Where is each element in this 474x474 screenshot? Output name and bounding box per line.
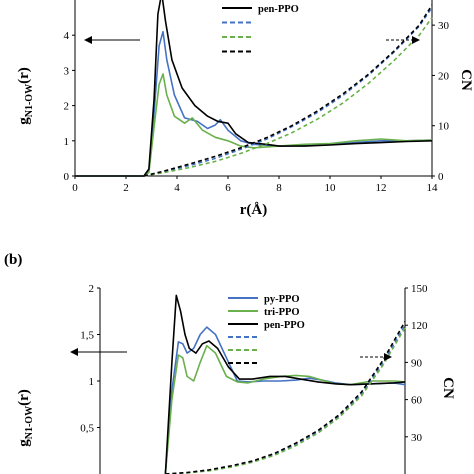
y-tick-label: 3: [64, 65, 70, 77]
series-line-right-4: [143, 17, 433, 177]
series-line-right-3: [165, 324, 406, 474]
y-tick-label: 1: [89, 376, 95, 388]
series-line-pen-ppo: [75, 0, 433, 177]
arrow-right-head: [412, 36, 420, 44]
legend-label: pen-PPO: [258, 4, 299, 15]
legend-label: pen-PPO: [264, 320, 305, 331]
y-tick-label: 0: [64, 171, 70, 183]
y-tick-label: 2: [64, 101, 70, 113]
series-line-pen-ppo: [164, 294, 406, 474]
x-tick-label: 6: [225, 182, 231, 194]
y-tick-label: 1: [64, 136, 70, 148]
y2-tick-label: 20: [438, 70, 450, 82]
y-tick-label: 4: [64, 30, 70, 42]
y-axis-label-main: g: [16, 117, 32, 125]
series-line-right-3: [143, 7, 433, 177]
series-line-left-1: [75, 73, 433, 177]
y2-tick-label: 10: [438, 121, 450, 133]
y2-tick-label: 150: [411, 283, 428, 295]
y2-tick-label: 90: [411, 357, 423, 369]
x-tick-label: 2: [123, 182, 129, 194]
y2-axis-label: CN: [440, 377, 456, 399]
y2-tick-label: 30: [411, 432, 423, 444]
x-tick-label: 0: [72, 182, 78, 194]
y-tick-label: 2: [89, 283, 95, 295]
series-line-right-5: [143, 4, 433, 177]
arrow-right-head: [384, 353, 392, 361]
chart-panel-b: 0,5 1 1,5 2 30 60 90 120 150 py-PPO tri-PPO pen-PPO…: [16, 283, 456, 474]
arrow-left-head: [70, 348, 78, 356]
x-tick-label: 10: [325, 182, 337, 194]
y-tick-label: 0,5: [80, 423, 94, 435]
series-line-right-5: [165, 321, 406, 474]
y2-tick-label: 120: [411, 320, 428, 332]
y-axis-label-main: g: [16, 439, 32, 447]
x-axis-label: r(Å): [240, 202, 267, 218]
x-tick-label: 12: [376, 182, 387, 194]
series-line-left-0: [75, 30, 433, 177]
y-axis-label-sub: N1-OW: [24, 84, 35, 117]
series-line-py-ppo: [164, 326, 406, 474]
y-tick-label: 1,5: [80, 330, 94, 342]
series-line-right-4: [165, 327, 406, 474]
panel-b-label: (b): [4, 252, 23, 268]
x-tick-label: 8: [276, 182, 282, 194]
legend-label: py-PPO: [264, 294, 300, 305]
y-axis-label: gN1-OW(r): [16, 389, 35, 447]
y-axis-label-tail: (r): [16, 389, 32, 406]
y2-tick-label: 0: [438, 171, 444, 183]
x-tick-label: 14: [427, 182, 439, 194]
series-line-tri-ppo: [164, 344, 406, 474]
x-tick-label: 4: [174, 182, 180, 194]
y-axis-label-tail: (r): [16, 67, 32, 84]
y2-tick-label: 60: [411, 395, 423, 407]
y2-tick-label: 30: [438, 20, 450, 32]
y-axis-label: gN1-OW(r): [16, 67, 35, 125]
y-axis-label-sub: N1-OW: [24, 406, 35, 439]
y2-axis-label: CN: [458, 69, 474, 91]
legend-label: tri-PPO: [264, 307, 300, 318]
arrow-left-head: [84, 36, 92, 44]
